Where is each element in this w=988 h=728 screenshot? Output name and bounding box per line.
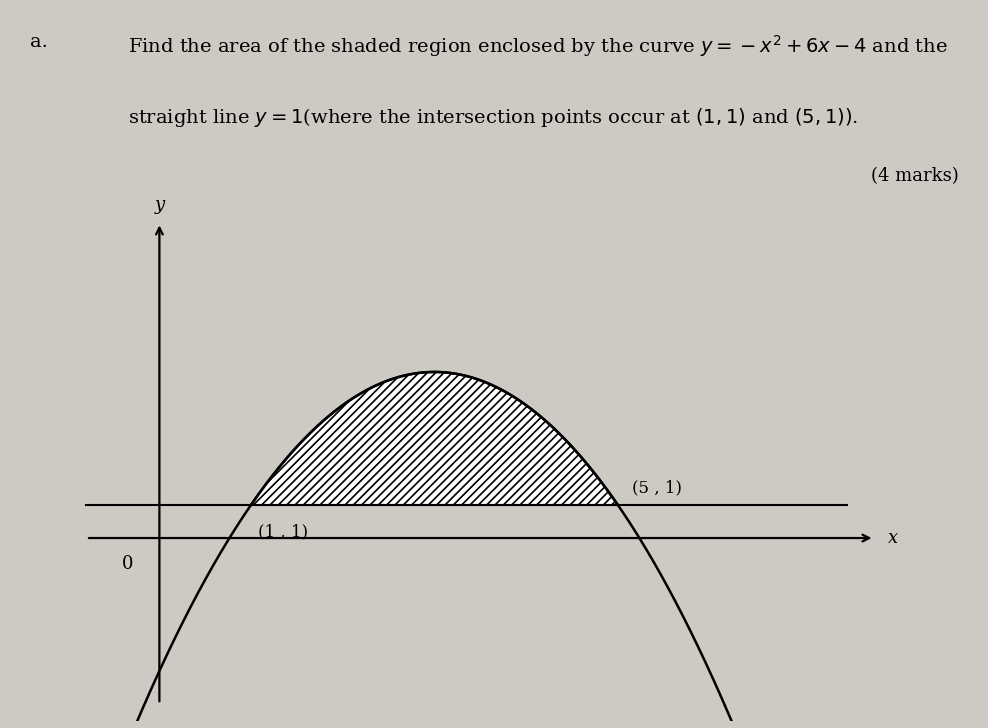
- Text: (1 , 1): (1 , 1): [259, 523, 308, 540]
- Text: Find the area of the shaded region enclosed by the curve $y = -x^2 + 6x - 4$ and: Find the area of the shaded region enclo…: [128, 33, 948, 59]
- Text: a.: a.: [30, 33, 47, 51]
- Text: 0: 0: [122, 555, 133, 573]
- Text: (4 marks): (4 marks): [870, 167, 958, 186]
- Text: (5 , 1): (5 , 1): [631, 480, 682, 496]
- Text: straight line $y = 1$(where the intersection points occur at $(1,1)$ and $(5,1)): straight line $y = 1$(where the intersec…: [128, 106, 859, 129]
- Text: y: y: [154, 196, 164, 214]
- Text: x: x: [888, 529, 898, 547]
